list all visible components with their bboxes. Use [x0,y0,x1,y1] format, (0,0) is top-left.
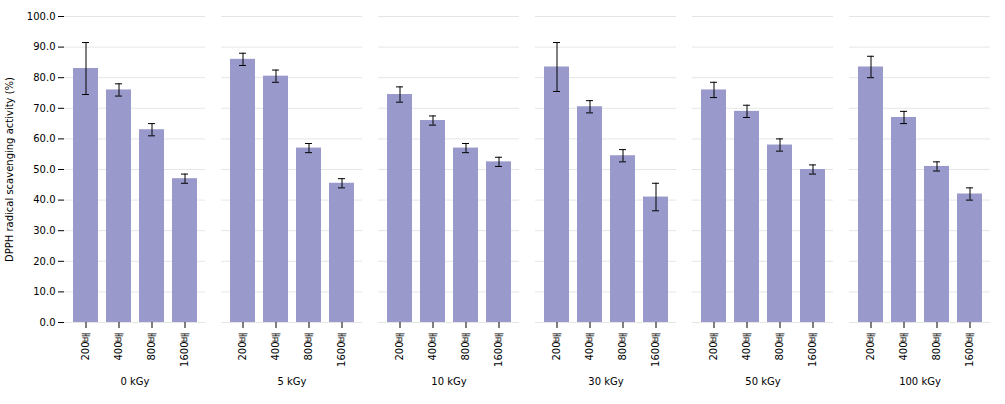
svg-text:40.0: 40.0 [33,194,55,205]
svg-text:400배: 400배 [584,332,595,361]
svg-text:50.0: 50.0 [33,164,55,175]
svg-text:0.0: 0.0 [40,317,56,328]
svg-text:400배: 400배 [898,332,909,361]
svg-text:400배: 400배 [741,332,752,361]
svg-text:200배: 200배 [865,332,876,361]
svg-text:800배: 800배 [146,332,157,361]
svg-text:200배: 200배 [394,332,405,361]
svg-text:800배: 800배 [617,332,628,361]
svg-text:0 kGy: 0 kGy [121,376,150,387]
svg-text:800배: 800배 [931,332,942,361]
svg-text:10.0: 10.0 [33,286,55,297]
svg-text:30 kGy: 30 kGy [588,376,623,387]
svg-text:100.0: 100.0 [27,11,56,22]
svg-text:800배: 800배 [303,332,314,361]
svg-text:1600배: 1600배 [807,332,818,367]
svg-text:DPPH radical scavenging activi: DPPH radical scavenging activity (%) [4,77,15,262]
svg-text:200배: 200배 [80,332,91,361]
svg-text:400배: 400배 [270,332,281,361]
svg-text:80.0: 80.0 [33,72,55,83]
svg-text:90.0: 90.0 [33,41,55,52]
svg-text:200배: 200배 [237,332,248,361]
svg-text:20.0: 20.0 [33,255,55,266]
svg-text:800배: 800배 [774,332,785,361]
svg-text:1600배: 1600배 [493,332,504,367]
svg-text:1600배: 1600배 [336,332,347,367]
svg-text:50 kGy: 50 kGy [745,376,780,387]
svg-text:200배: 200배 [708,332,719,361]
svg-text:1600배: 1600배 [650,332,661,367]
svg-text:100 kGy: 100 kGy [899,376,941,387]
svg-text:200배: 200배 [551,332,562,361]
svg-text:800배: 800배 [460,332,471,361]
svg-text:10 kGy: 10 kGy [431,376,466,387]
svg-text:30.0: 30.0 [33,225,55,236]
svg-text:1600배: 1600배 [964,332,975,367]
svg-text:70.0: 70.0 [33,103,55,114]
svg-text:60.0: 60.0 [33,133,55,144]
svg-text:1600배: 1600배 [179,332,190,367]
svg-text:400배: 400배 [427,332,438,361]
svg-text:5 kGy: 5 kGy [278,376,307,387]
svg-text:400배: 400배 [113,332,124,361]
